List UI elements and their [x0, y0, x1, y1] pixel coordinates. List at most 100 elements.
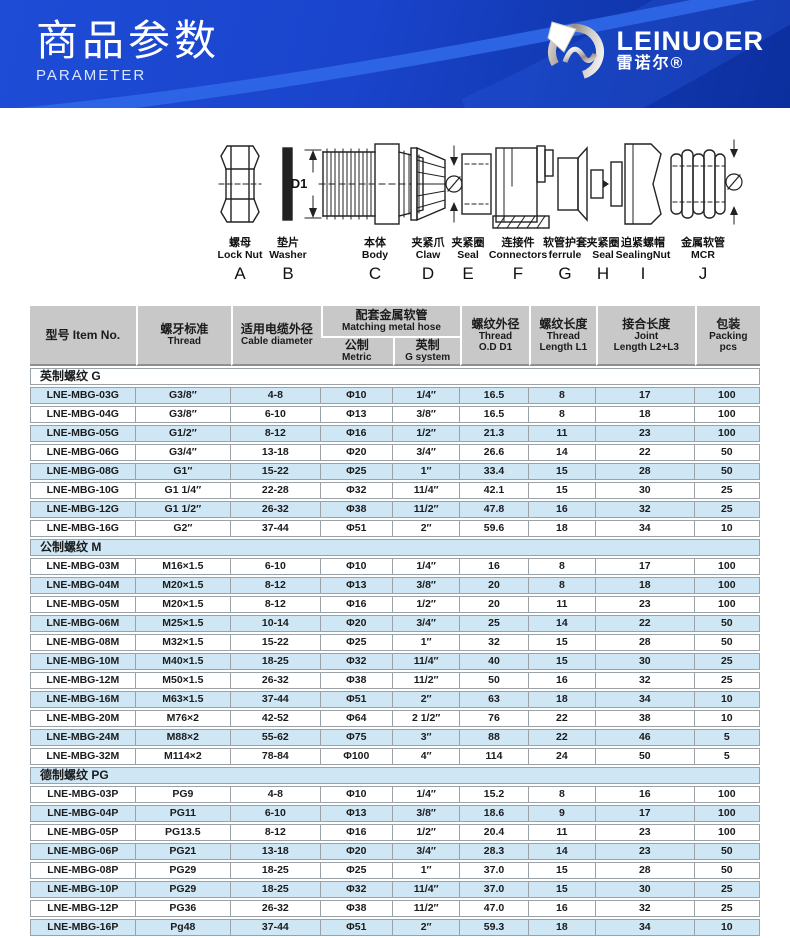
part-letter: J: [699, 264, 708, 283]
cell-metric: Φ10: [320, 558, 393, 575]
cell-cable-diameter: 78-84: [231, 748, 321, 765]
cell-thread-od: 16.5: [460, 406, 529, 423]
col-header-label: G system: [405, 352, 451, 363]
col-header-thread-length: 螺纹长度 Thread Length L1: [528, 306, 597, 366]
part-label-en: Lock Nut: [218, 249, 263, 261]
cell-thread-length-l1: 15: [528, 482, 597, 499]
cell-joint-length: 23: [596, 843, 695, 860]
cell-joint-length: 46: [596, 729, 695, 746]
part-label-cn: 连接件: [502, 235, 535, 249]
cell-thread: G1/2″: [135, 425, 232, 442]
cell-joint-length: 23: [596, 824, 695, 841]
cell-joint-length: 28: [596, 862, 695, 879]
cell-item-no: LNE-MBG-04G: [30, 406, 136, 423]
part-letter: F: [513, 264, 523, 283]
cell-packing-pcs: 100: [694, 805, 760, 822]
part-label-cn: 迫紧螺帽: [620, 235, 665, 249]
cell-thread-length-l1: 8: [528, 406, 597, 423]
cell-packing-pcs: 10: [694, 710, 760, 727]
col-header-label: 型号 Item No.: [45, 327, 121, 342]
cell-item-no: LNE-MBG-05M: [30, 596, 136, 613]
col-header-label: Metric: [342, 352, 372, 363]
cell-joint-length: 30: [596, 881, 695, 898]
cell-thread-od: 28.3: [460, 843, 529, 860]
cell-thread: M114×2: [135, 748, 232, 765]
col-header-label: Cable diameter: [240, 336, 313, 347]
col-header-item-no: 型号 Item No.: [30, 306, 136, 366]
cell-packing-pcs: 50: [694, 862, 760, 879]
cell-g-system: 11/2″: [392, 501, 461, 518]
cell-thread: Pg48: [135, 919, 232, 936]
col-header-label: Length L1: [539, 341, 588, 353]
cell-packing-pcs: 25: [694, 900, 760, 917]
cell-packing-pcs: 25: [694, 653, 760, 670]
cell-packing-pcs: 100: [694, 596, 760, 613]
cell-item-no: LNE-MBG-03P: [30, 786, 136, 803]
cell-g-system: 3″: [392, 729, 461, 746]
cell-joint-length: 30: [596, 482, 695, 499]
cell-thread: PG36: [135, 900, 232, 917]
cell-metric: Φ75: [320, 729, 393, 746]
cell-thread: G3/8″: [135, 406, 232, 423]
table-row: LNE-MBG-08G G1″ 15-22 Φ25 1″ 33.4 15 28 50: [30, 463, 760, 480]
col-header-label: pcs: [719, 341, 737, 353]
cell-g-system: 3/8″: [392, 406, 461, 423]
cell-thread-od: 16.5: [460, 387, 529, 404]
col-header-metric: 公制 Metric: [320, 338, 393, 366]
part-label-en: Claw: [416, 249, 441, 261]
cell-metric: Φ10: [320, 786, 393, 803]
col-header-label: Thread: [478, 330, 513, 342]
cell-g-system: 11/4″: [392, 653, 461, 670]
col-header-label: 适用电缆外径: [240, 322, 313, 336]
brand-emblem-icon: [547, 21, 605, 80]
cell-g-system: 11/2″: [392, 672, 461, 689]
col-header-hose-group: 配套金属软管 Matching metal hose: [320, 306, 461, 336]
table-row: LNE-MBG-24M M88×2 55-62 Φ75 3″ 88 22 46 5: [30, 729, 760, 746]
cell-thread: G3/8″: [135, 387, 232, 404]
cell-thread-length-l1: 16: [528, 501, 597, 518]
cell-metric: Φ51: [320, 919, 393, 936]
col-header-label: 螺牙标准: [160, 322, 209, 336]
cell-thread: M63×1.5: [135, 691, 232, 708]
cell-thread-length-l1: 14: [528, 843, 597, 860]
table-row: LNE-MBG-08M M32×1.5 15-22 Φ25 1″ 32 15 28 50: [30, 634, 760, 651]
cell-joint-length: 16: [596, 786, 695, 803]
table-row: LNE-MBG-03G G3/8″ 4-8 Φ10 1/4″ 16.5 8 17 100: [30, 387, 760, 404]
part-label-cn: 本体: [364, 235, 387, 249]
cell-thread-od: 16: [460, 558, 529, 575]
cell-metric: Φ20: [320, 843, 393, 860]
cell-thread: M25×1.5: [135, 615, 232, 632]
cell-thread-length-l1: 18: [528, 919, 597, 936]
cell-metric: Φ100: [320, 748, 393, 765]
cell-thread-length-l1: 18: [528, 520, 597, 537]
col-header-label: Thread: [167, 336, 201, 347]
cell-joint-length: 34: [596, 520, 695, 537]
cell-cable-diameter: 18-25: [231, 862, 321, 879]
cell-metric: Φ32: [320, 482, 393, 499]
cell-item-no: LNE-MBG-24M: [30, 729, 136, 746]
section-title: 公制螺纹 M: [30, 539, 760, 556]
cell-thread-od: 76: [460, 710, 529, 727]
cell-joint-length: 17: [596, 805, 695, 822]
cell-thread: G3/4″: [135, 444, 232, 461]
cell-thread: M20×1.5: [135, 577, 232, 594]
table-row: LNE-MBG-04P PG11 6-10 Φ13 3/8″ 18.6 9 17 100: [30, 805, 760, 822]
assembly-diagram: D1 螺母 Lock Nut A 垫片 Washer B 本体 Body C 夹…: [193, 136, 763, 286]
cell-packing-pcs: 100: [694, 786, 760, 803]
cell-cable-diameter: 4-8: [231, 786, 321, 803]
cell-thread: PG13.5: [135, 824, 232, 841]
cell-item-no: LNE-MBG-12P: [30, 900, 136, 917]
table-row: LNE-MBG-12P PG36 26-32 Φ38 11/2″ 47.0 16 32 25: [30, 900, 760, 917]
cell-thread: M20×1.5: [135, 596, 232, 613]
cell-packing-pcs: 100: [694, 558, 760, 575]
cell-thread: PG9: [135, 786, 232, 803]
cell-packing-pcs: 10: [694, 520, 760, 537]
cell-packing-pcs: 25: [694, 672, 760, 689]
cell-joint-length: 23: [596, 596, 695, 613]
brand-wordmark-cn: 雷诺尔®: [616, 55, 685, 72]
cell-g-system: 1″: [392, 463, 461, 480]
cell-thread-od: 25: [460, 615, 529, 632]
cell-g-system: 1/2″: [392, 824, 461, 841]
part-label-cn: 螺母: [229, 235, 251, 249]
cell-metric: Φ38: [320, 900, 393, 917]
